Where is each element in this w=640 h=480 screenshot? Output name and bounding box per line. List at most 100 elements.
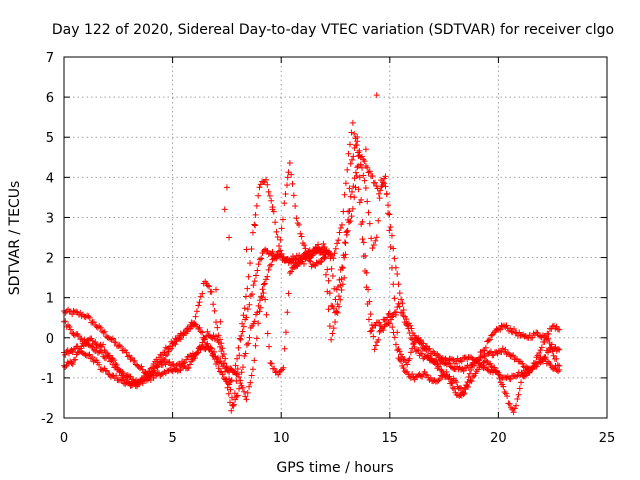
y-tick-label: -2	[41, 412, 54, 427]
data-point-marker	[199, 339, 206, 346]
data-point-marker	[429, 357, 436, 364]
data-point-marker	[372, 237, 379, 244]
data-point-marker	[127, 382, 134, 389]
data-point-marker	[502, 346, 509, 353]
data-point-marker	[242, 393, 249, 400]
data-point-marker	[345, 208, 352, 215]
data-point-marker	[246, 301, 253, 308]
data-point-marker	[368, 322, 375, 329]
data-point-marker	[335, 283, 342, 290]
data-point-marker	[214, 324, 221, 331]
data-point-marker	[471, 362, 478, 369]
data-point-marker	[333, 308, 340, 315]
data-point-marker	[238, 369, 245, 376]
data-point-marker	[344, 166, 351, 173]
x-tick-label: 25	[599, 431, 616, 446]
data-point-marker	[328, 265, 335, 272]
data-point-marker	[488, 348, 495, 355]
data-point-marker	[115, 343, 122, 350]
data-point-marker	[204, 328, 211, 335]
y-tick-label: 3	[46, 211, 54, 226]
data-point-marker	[100, 329, 107, 336]
data-point-marker	[539, 332, 546, 339]
data-point-marker	[282, 190, 289, 197]
data-point-marker	[334, 301, 341, 308]
data-point-marker	[366, 168, 373, 175]
data-point-marker	[284, 309, 291, 316]
data-point-marker	[112, 360, 119, 367]
data-point-marker	[491, 367, 498, 374]
data-point-marker	[252, 342, 259, 349]
data-point-marker	[267, 359, 274, 366]
data-point-marker	[249, 366, 256, 373]
data-point-marker	[69, 361, 76, 368]
data-point-marker	[264, 330, 271, 337]
data-point-marker	[251, 221, 258, 228]
data-point-marker	[229, 402, 236, 409]
data-point-marker	[402, 320, 409, 327]
data-point-marker	[392, 311, 399, 318]
data-point-marker	[330, 325, 337, 332]
data-point-marker	[358, 153, 365, 160]
data-point-marker	[176, 361, 183, 368]
data-point-marker	[131, 357, 138, 364]
data-point-marker	[67, 326, 74, 333]
data-point-marker	[382, 173, 389, 180]
data-point-marker	[218, 348, 225, 355]
data-point-marker	[296, 259, 303, 266]
data-point-marker	[389, 313, 396, 320]
data-point-marker	[514, 372, 521, 379]
data-point-marker	[222, 355, 229, 362]
data-point-marker	[536, 349, 543, 356]
data-point-marker	[507, 376, 514, 383]
data-point-marker	[326, 290, 333, 297]
data-point-marker	[347, 160, 354, 167]
data-point-marker	[183, 356, 190, 363]
data-point-marker	[328, 336, 335, 343]
data-point-marker	[508, 352, 515, 359]
data-point-marker	[160, 355, 167, 362]
data-point-marker	[511, 405, 518, 412]
data-point-marker	[550, 352, 557, 359]
data-point-marker	[75, 333, 82, 340]
data-point-marker	[66, 323, 73, 330]
data-point-marker	[390, 281, 397, 288]
data-point-marker	[407, 335, 414, 342]
data-point-marker	[341, 274, 348, 281]
data-point-marker	[263, 311, 270, 318]
data-point-marker	[197, 293, 204, 300]
data-point-marker	[248, 246, 255, 253]
data-point-marker	[265, 188, 272, 195]
data-point-marker	[391, 295, 398, 302]
axis-ticks: 0 5 10 15 20 25 -2 -1 0 1 2 3 4 5 6 7	[41, 51, 615, 446]
data-point-marker	[251, 278, 258, 285]
data-point-marker	[70, 307, 77, 314]
data-point-marker	[405, 325, 412, 332]
data-point-marker	[234, 392, 241, 399]
data-point-marker	[346, 207, 353, 214]
data-point-marker	[255, 320, 262, 327]
data-point-marker	[216, 343, 223, 350]
data-point-marker	[332, 318, 339, 325]
data-point-marker	[505, 400, 512, 407]
data-point-marker	[253, 202, 260, 209]
data-point-marker	[415, 347, 422, 354]
data-point-marker	[219, 353, 226, 360]
data-point-marker	[223, 364, 230, 371]
data-point-marker	[109, 355, 116, 362]
data-point-marker	[104, 368, 111, 375]
data-point-marker	[275, 371, 282, 378]
data-point-marker	[362, 146, 369, 153]
data-point-marker	[170, 366, 177, 373]
data-point-marker	[193, 308, 200, 315]
x-tick-label: 5	[168, 431, 176, 446]
data-point-marker	[378, 183, 385, 190]
data-point-marker	[196, 324, 203, 331]
data-point-marker	[534, 360, 541, 367]
data-point-marker	[325, 277, 332, 284]
data-point-marker	[262, 276, 269, 283]
data-point-marker	[120, 373, 127, 380]
data-point-marker	[112, 339, 119, 346]
data-point-marker	[113, 361, 120, 368]
data-point-marker	[554, 345, 561, 352]
